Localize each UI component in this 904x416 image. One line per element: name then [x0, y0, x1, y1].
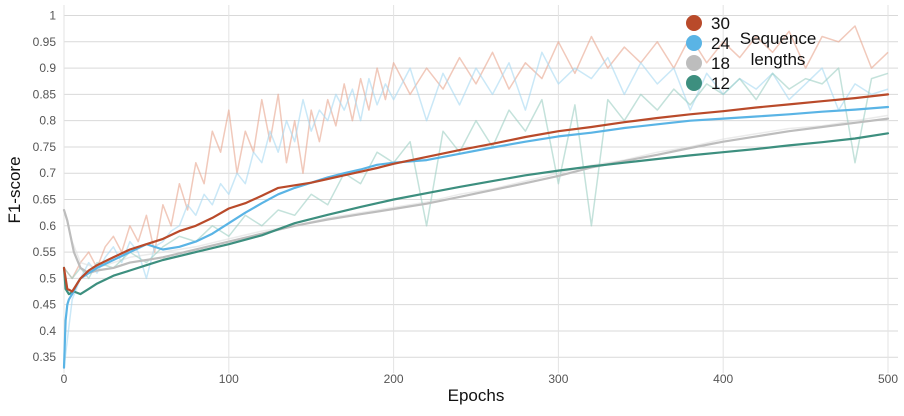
x-tick-label: 100: [219, 372, 239, 386]
smoothed-series-layer: [62, 93, 890, 369]
legend-marker-12: [686, 75, 702, 91]
y-tick-label: 0.4: [39, 324, 56, 338]
y-axis-label: F1-score: [5, 156, 24, 223]
raw-series-12: [63, 67, 889, 280]
y-tick-label: 0.7: [39, 166, 56, 180]
legend-label-12: 12: [711, 74, 730, 93]
legend-marker-30: [686, 15, 702, 31]
x-tick-label: 0: [61, 372, 68, 386]
y-tick-label: 0.45: [33, 298, 57, 312]
legend-marker-18: [686, 55, 702, 71]
y-tick-label: 0.5: [39, 271, 56, 285]
y-tick-label: 0.8: [39, 114, 56, 128]
x-tick-label: 500: [878, 372, 898, 386]
y-tick-label: 1: [49, 9, 56, 23]
x-tick-label: 300: [548, 372, 568, 386]
legend-label-18: 18: [711, 54, 730, 73]
raw-series-18: [63, 114, 889, 269]
series-line-12: [62, 132, 890, 296]
legend-title-line-2: lengths: [751, 50, 806, 69]
series-line-24: [62, 105, 890, 369]
y-tick-label: 0.55: [33, 245, 57, 259]
y-tick-label: 0.6: [39, 219, 56, 233]
y-tick-label: 0.95: [33, 35, 57, 49]
y-tick-label: 0.9: [39, 61, 56, 75]
x-tick-label: 200: [384, 372, 404, 386]
y-tick-label: 0.75: [33, 140, 57, 154]
y-tick-label: 0.35: [33, 350, 57, 364]
series-line-30: [62, 93, 890, 293]
legend-marker-24: [686, 35, 702, 51]
legend-label-24: 24: [711, 34, 730, 53]
x-tick-label: 400: [713, 372, 733, 386]
y-tick-label: 0.85: [33, 87, 57, 101]
series-line-18: [62, 117, 890, 275]
legend-label-30: 30: [711, 14, 730, 33]
y-tick-label: 0.65: [33, 193, 57, 207]
raw-series-layer: [63, 25, 889, 368]
x-axis-label: Epochs: [448, 386, 505, 405]
legend-title-line-1: Sequence: [740, 29, 817, 48]
axes: Epochs F1-score 0.35 0.4 0.45 0.5 0.55 0.6 0.6…: [5, 9, 898, 405]
grid-lines: [63, 5, 898, 373]
